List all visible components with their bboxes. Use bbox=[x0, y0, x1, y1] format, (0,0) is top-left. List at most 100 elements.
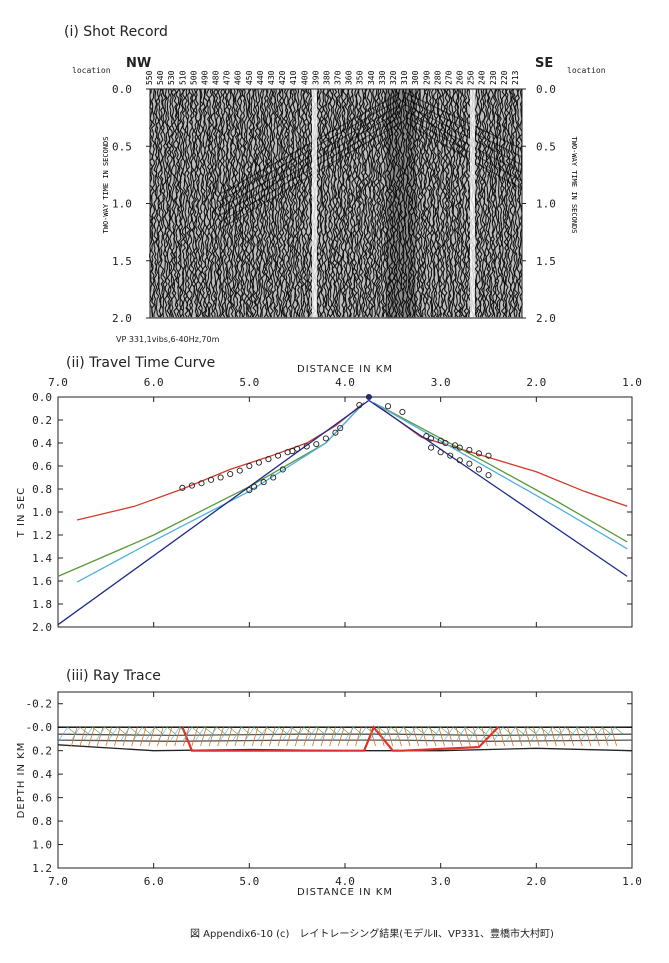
observed-point bbox=[384, 403, 392, 410]
shot-record-title: (i) Shot Record bbox=[64, 24, 168, 40]
y-tick-label: 0.2 bbox=[32, 745, 52, 758]
location-tick: 340 bbox=[367, 70, 376, 85]
shot-point-marker bbox=[366, 395, 371, 399]
observed-point bbox=[227, 470, 234, 478]
time-tick-right: 2.0 bbox=[536, 312, 556, 325]
location-tick: 440 bbox=[256, 70, 265, 85]
observed-point bbox=[475, 466, 482, 473]
observed-point bbox=[485, 452, 492, 459]
location-tick: 230 bbox=[489, 70, 498, 85]
x-tick-label: 5.0 bbox=[239, 875, 259, 888]
seismic-ylabel-left: TWO-WAY TIME IN SECONDS bbox=[102, 137, 110, 234]
location-tick: 360 bbox=[345, 70, 354, 85]
observed-point bbox=[428, 444, 435, 451]
vp-label: VP 331,1vibs,6-40Hz,70m bbox=[116, 335, 220, 344]
location-tick: 430 bbox=[267, 70, 276, 85]
y-tick-label: 2.0 bbox=[32, 621, 52, 634]
y-tick-label: 0.8 bbox=[32, 815, 52, 828]
observed-point bbox=[356, 401, 363, 409]
x-tick-label: 1.0 bbox=[622, 376, 642, 389]
figure-caption: 図 Appendix6-10 (c) レイトレーシング結果(モデルⅡ、VP331… bbox=[190, 929, 554, 940]
observed-point bbox=[260, 479, 267, 486]
x-axis-label: DISTANCE IN KM bbox=[297, 364, 393, 375]
observed-point bbox=[313, 441, 320, 448]
x-tick-label: 6.0 bbox=[144, 875, 164, 888]
location-tick: 260 bbox=[456, 70, 465, 85]
time-tick-left: 1.5 bbox=[112, 255, 132, 268]
travel-time-chart: 7.0 6.0 5.0 4.0 3.0 2.0 1.0 0.0 0.2 0.4 0.6 0.8 1.0 1… bbox=[16, 364, 642, 634]
time-tick-right: 0.0 bbox=[536, 83, 556, 96]
x-tick-label: 7.0 bbox=[48, 376, 68, 389]
observed-point bbox=[365, 393, 372, 401]
observed-point bbox=[274, 452, 282, 459]
observed-point bbox=[322, 435, 329, 442]
x-axis-label: DISTANCE IN KM bbox=[297, 887, 393, 898]
observed-point bbox=[437, 437, 444, 444]
time-tick-left: 0.0 bbox=[112, 83, 132, 96]
observed-point bbox=[456, 444, 463, 451]
location-tick: 390 bbox=[311, 70, 320, 85]
y-tick-label: 1.0 bbox=[32, 839, 52, 852]
y-tick-label: 1.0 bbox=[32, 506, 52, 519]
series-line bbox=[57, 733, 633, 737]
location-tick: 510 bbox=[178, 70, 187, 85]
observed-point bbox=[246, 462, 253, 470]
plot-frame bbox=[57, 396, 633, 628]
location-tick: 320 bbox=[389, 70, 398, 85]
location-tick: 280 bbox=[433, 70, 442, 85]
x-tick-label: 2.0 bbox=[526, 376, 546, 389]
series-line bbox=[373, 402, 628, 550]
location-label-right: location bbox=[567, 66, 606, 75]
y-tick-label: 1.6 bbox=[32, 575, 52, 588]
observed-point bbox=[255, 459, 262, 466]
location-tick: 470 bbox=[223, 70, 232, 85]
time-tick-left: 2.0 bbox=[112, 312, 132, 325]
y-tick-label: 1.2 bbox=[32, 862, 52, 875]
x-tick-label: 5.0 bbox=[239, 376, 259, 389]
location-tick: 300 bbox=[411, 70, 420, 85]
x-tick-label: 2.0 bbox=[526, 875, 546, 888]
x-tick-label: 7.0 bbox=[48, 875, 68, 888]
plot-frame bbox=[57, 691, 633, 869]
observed-point bbox=[475, 450, 482, 457]
observed-point bbox=[337, 424, 344, 432]
x-tick-label: 3.0 bbox=[431, 376, 451, 389]
location-tick: 350 bbox=[356, 70, 365, 85]
observed-point bbox=[332, 429, 339, 436]
y-tick-label: 1.8 bbox=[32, 598, 52, 611]
y-tick-label: 0.4 bbox=[32, 437, 52, 450]
observed-point bbox=[217, 474, 224, 481]
seismic-section: 550 540 530 510 500 490 480 470 460 450 440 430 420 4… bbox=[102, 70, 578, 325]
observed-point bbox=[279, 466, 286, 473]
location-tick: 410 bbox=[289, 70, 298, 85]
location-tick: 460 bbox=[234, 70, 243, 85]
series-line bbox=[76, 402, 365, 583]
y-tick-label: 0.2 bbox=[32, 414, 52, 427]
y-axis-label: T IN SEC bbox=[16, 487, 27, 539]
y-tick-label: 0.8 bbox=[32, 483, 52, 496]
time-tick-left: 1.0 bbox=[112, 198, 132, 211]
location-tick: 330 bbox=[378, 70, 387, 85]
time-tick-right: 1.5 bbox=[536, 255, 556, 268]
time-tick-right: 1.0 bbox=[536, 198, 556, 211]
ray-trace-title: (iii) Ray Trace bbox=[66, 668, 161, 684]
observed-point bbox=[289, 447, 296, 455]
observed-point bbox=[485, 472, 492, 479]
x-tick-label: 4.0 bbox=[335, 875, 355, 888]
observed-point bbox=[428, 435, 435, 442]
se-label: SE bbox=[535, 56, 554, 71]
nw-label: NW bbox=[126, 56, 152, 71]
ray-trace-chart: 7.0 6.0 5.0 4.0 3.0 2.0 1.0 -0.2 -0.0 0.2 0.4 0.6 0.… bbox=[16, 691, 642, 898]
observed-point bbox=[423, 433, 430, 440]
y-tick-label: -0.2 bbox=[26, 698, 53, 711]
series-line bbox=[368, 399, 628, 577]
series-line bbox=[57, 399, 370, 626]
x-tick-label: 3.0 bbox=[431, 875, 451, 888]
location-tick: 220 bbox=[500, 70, 509, 85]
location-tick: 500 bbox=[189, 70, 198, 85]
location-tick: 540 bbox=[156, 70, 165, 85]
observed-point bbox=[179, 484, 186, 491]
observed-point bbox=[399, 408, 406, 416]
location-tick: 400 bbox=[300, 70, 309, 85]
